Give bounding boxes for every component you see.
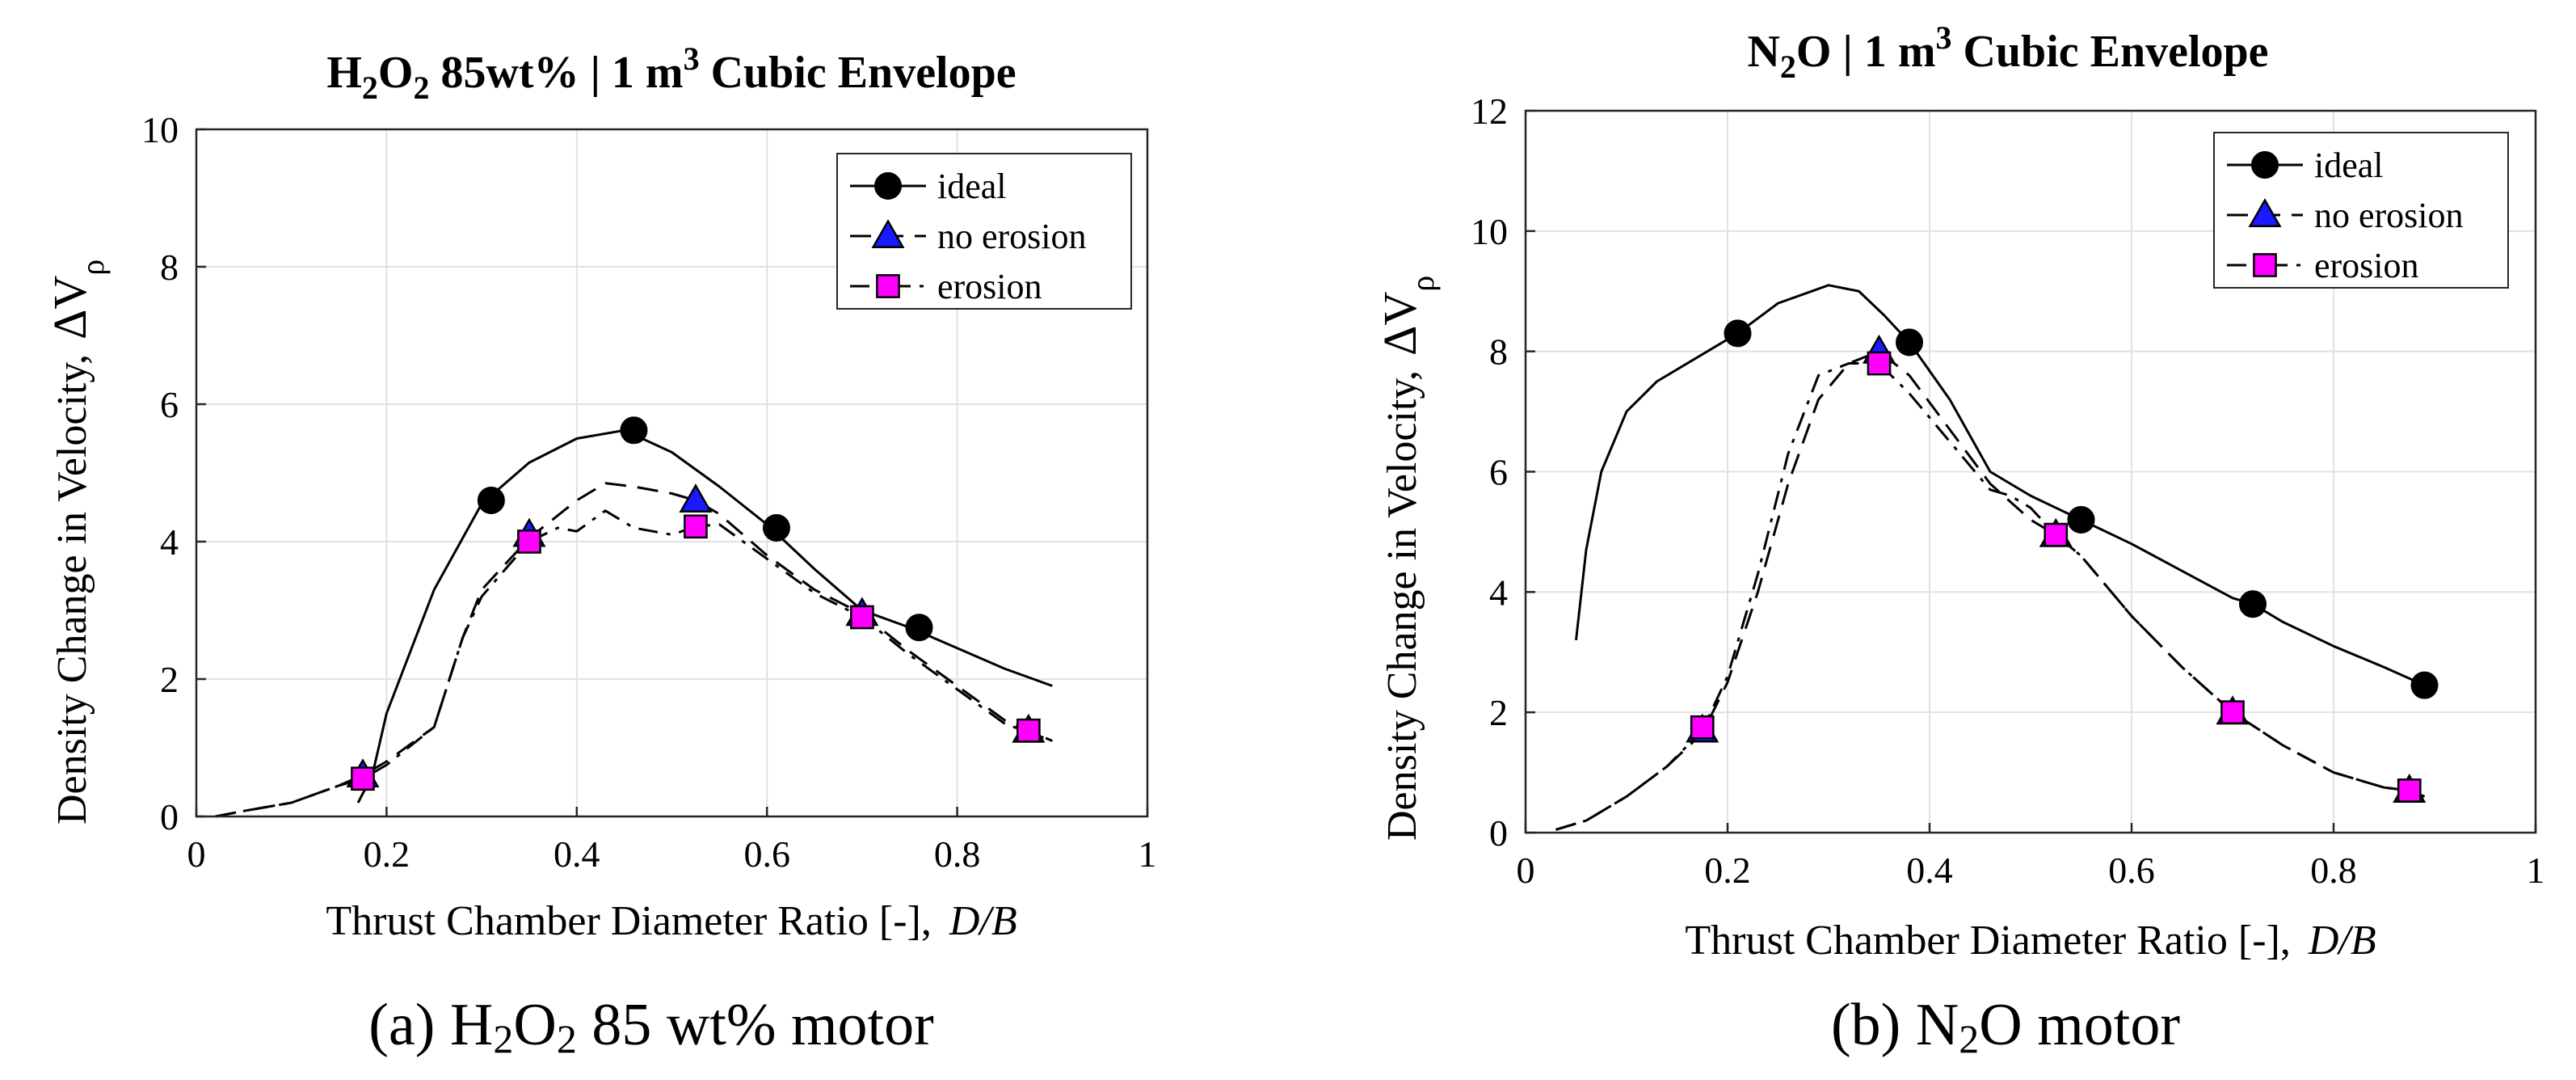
panel-a-title: H2O2 85wt% | 1 m3 Cubic Envelope xyxy=(326,40,1016,106)
panel-b-ylabel: Density Change in Velocity,ΔVρ xyxy=(1374,276,1441,841)
panel-a-series-erosion-point xyxy=(684,514,708,539)
panel-b-xtick-label: 0 xyxy=(1517,850,1535,891)
panel-b-ytick-label: 10 xyxy=(1471,211,1508,252)
panel-b-series-erosion-point xyxy=(1867,351,1892,376)
panel-b-legend: ideal no erosion erosion xyxy=(2213,132,2509,289)
panel-a-xtick-label: 1 xyxy=(1139,833,1157,875)
panel-a-xtick-label: 0.4 xyxy=(554,833,600,875)
panel-b-ytick-label: 2 xyxy=(1489,692,1508,733)
panel-a-axes-box xyxy=(195,128,1149,818)
panel-a-series-ideal-point xyxy=(477,487,505,514)
panel-a-xlabel: Thrust Chamber Diameter Ratio [-], D/B xyxy=(326,898,1017,944)
panel-a-legend-erosion-marker xyxy=(876,274,900,298)
panel-b-series-ideal-point xyxy=(1724,319,1752,348)
panel-a-xtick-label: 0.2 xyxy=(364,833,410,875)
panel-b-ytick-label: 8 xyxy=(1489,331,1508,373)
panel-a-ylabel: Density Change in Velocity,ΔVρ xyxy=(44,259,111,825)
panel-b-xlabel: Thrust Chamber Diameter Ratio [-], D/B xyxy=(1685,918,2376,964)
panel-b-series-erosion-point xyxy=(2220,700,2245,725)
panel-b-series-ideal-point xyxy=(2239,590,2267,618)
panel-b-series-ideal-line xyxy=(1575,284,2426,687)
panel-b-legend-ideal-marker xyxy=(2251,151,2279,179)
panel-b-ytick-label: 4 xyxy=(1489,572,1508,613)
panel-a-ytick-label: 4 xyxy=(160,521,179,563)
panel-b-legend-erosion-marker xyxy=(2253,253,2277,277)
panel-a-series-no-erosion-point xyxy=(679,483,713,513)
panel-a-ytick-label: 6 xyxy=(160,384,179,425)
panel-a-legend-no-erosion-label: no erosion xyxy=(937,217,1087,256)
panel-a-legend-ideal-label: ideal xyxy=(937,167,1007,206)
panel-a-series-erosion-point xyxy=(850,605,874,630)
panel-a-legend-erosion-label: erosion xyxy=(937,267,1042,306)
panel-b-xtick-label: 0.4 xyxy=(1906,850,1953,891)
panel-b-xtick-label: 0.8 xyxy=(2310,850,2357,891)
panel-b-series-erosion-point xyxy=(1690,715,1715,740)
panel-b-legend-no-erosion-label: no erosion xyxy=(2314,196,2464,235)
panel-b-series-no-erosion-line xyxy=(1555,350,2426,831)
panel-b-legend-ideal-label: ideal xyxy=(2314,146,2384,185)
panel-a-xtick-label: 0.8 xyxy=(934,833,981,875)
panel-a-series-ideal-point xyxy=(905,614,933,642)
panel-b-series xyxy=(1555,284,2439,831)
panel-b-series-ideal-point xyxy=(2067,506,2095,534)
panel-b-caption: (b) N2O motor xyxy=(1831,992,2180,1061)
panel-b-series-ideal-point xyxy=(2410,671,2439,699)
panel-b-series-erosion-point xyxy=(2044,522,2069,547)
panel-a-series-erosion-point xyxy=(1017,718,1041,743)
panel-b-title: N2O | 1 m3 Cubic Envelope xyxy=(1747,19,2268,85)
panel-a-series-ideal-point xyxy=(762,514,790,542)
panel-b-xtick-label: 1 xyxy=(2527,850,2545,891)
panel-b-legend-erosion-label: erosion xyxy=(2314,246,2419,285)
panel-b: N2O | 1 m3 Cubic Envelope 0 0.2 0.4 0.6 0.8 1… xyxy=(1374,19,2545,1061)
panel-a-series-erosion-point xyxy=(351,766,375,791)
panel-a-series-no-erosion-line xyxy=(215,482,1053,818)
panel-a-legend-no-erosion-marker xyxy=(871,219,905,249)
panel-b-ytick-label: 12 xyxy=(1471,91,1508,132)
panel-b-ytick-label: 6 xyxy=(1489,452,1508,493)
panel-b-xtick-label: 0.2 xyxy=(1704,850,1751,891)
panel-a-series-ideal-line xyxy=(356,428,1053,804)
panel-a-ytick-label: 8 xyxy=(160,247,179,288)
panel-a-legend: ideal no erosion erosion xyxy=(836,153,1132,310)
panel-a-ytick-label: 0 xyxy=(160,796,179,837)
panel-b-legend-no-erosion-marker xyxy=(2248,198,2282,228)
panel-a: H2O2 85wt% | 1 m3 Cubic Envelope 0 0.2 0.4… xyxy=(44,40,1157,1061)
panel-a-caption: (a) H2O2 85 wt% motor xyxy=(368,992,933,1061)
panel-b-ytick-label: 0 xyxy=(1489,812,1508,854)
panel-a-series-erosion-point xyxy=(517,529,541,554)
panel-a-ytick-label: 2 xyxy=(160,659,179,700)
panel-b-series-erosion-line xyxy=(1555,362,2426,831)
panel-a-xtick-label: 0 xyxy=(187,833,206,875)
panel-b-series-erosion-point xyxy=(2397,778,2422,803)
panel-a-legend-ideal-marker xyxy=(874,172,902,200)
panel-a-series xyxy=(215,416,1053,818)
panel-a-ytick-label: 10 xyxy=(141,109,179,150)
panel-a-xtick-label: 0.6 xyxy=(743,833,790,875)
panel-a-series-ideal-point xyxy=(620,416,648,445)
panel-b-series-ideal-point xyxy=(1896,328,1923,356)
panel-b-xtick-label: 0.6 xyxy=(2108,850,2155,891)
